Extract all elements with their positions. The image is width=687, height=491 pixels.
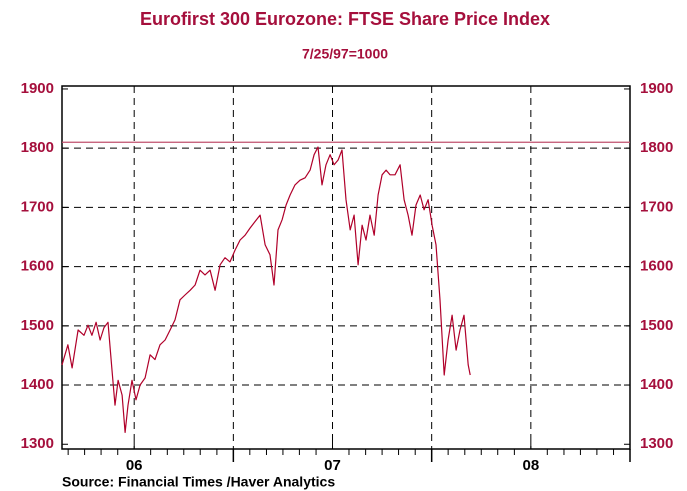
y2-tick-label: 1700 — [640, 198, 673, 215]
source-note: Source: Financial Times /Haver Analytics — [62, 474, 335, 490]
y-tick-label: 1500 — [21, 317, 54, 334]
y2-tick-label: 1900 — [640, 80, 673, 97]
chart-subtitle: 7/25/97=1000 — [302, 46, 388, 62]
x-tick-label: 07 — [324, 457, 341, 474]
y-tick-label: 1400 — [21, 376, 54, 393]
plot-frame — [61, 85, 631, 450]
y2-tick-label: 1500 — [640, 317, 673, 334]
chart-title: Eurofirst 300 Eurozone: FTSE Share Price… — [140, 9, 550, 29]
y-tick-label: 1300 — [21, 435, 54, 452]
y-tick-label: 1700 — [21, 198, 54, 215]
x-tick-label: 06 — [126, 457, 143, 474]
y-tick-label: 1600 — [21, 258, 54, 275]
y2-tick-label: 1300 — [640, 435, 673, 452]
y2-tick-label: 1600 — [640, 258, 673, 275]
y2-tick-label: 1400 — [640, 376, 673, 393]
y-tick-label: 1900 — [21, 80, 54, 97]
y2-tick-label: 1800 — [640, 139, 673, 156]
data-line — [61, 146, 471, 433]
y-tick-label: 1800 — [21, 139, 54, 156]
x-tick-label: 08 — [522, 457, 539, 474]
